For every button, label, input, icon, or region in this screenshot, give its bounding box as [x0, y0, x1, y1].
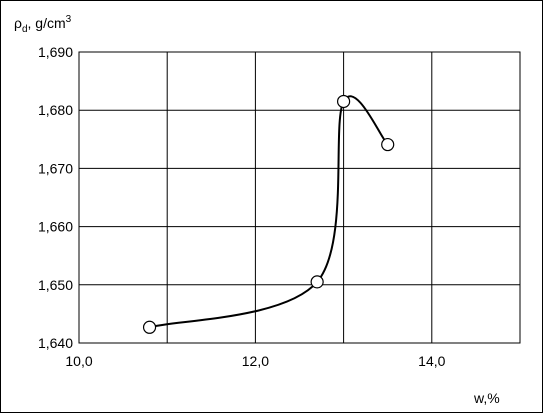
- plot-area: [78, 51, 521, 344]
- series: [142, 94, 395, 334]
- y-tick-label: 1,690: [38, 44, 73, 60]
- data-point: [142, 320, 157, 334]
- data-point: [337, 94, 351, 109]
- data-point: [310, 275, 324, 289]
- y-axis-label: ρd, g/cm3: [14, 14, 72, 35]
- y-axis-label-unit: , g/cm: [28, 15, 66, 31]
- x-tick-label: 10,0: [65, 353, 92, 369]
- y-tick-label: 1,650: [38, 277, 73, 293]
- tick-labels: 1,640 1,650 1,660 1,670 1,680 1,690 10,0 12,0 14…: [38, 44, 446, 369]
- y-tick-label: 1,680: [38, 102, 73, 118]
- y-tick-label: 1,640: [38, 335, 73, 351]
- y-tick-label: 1,660: [38, 219, 73, 235]
- y-tick-label: 1,670: [38, 160, 73, 176]
- y-axis-label-subscript: d: [22, 24, 28, 35]
- data-point: [381, 137, 395, 152]
- y-axis-label-symbol: ρ: [14, 15, 22, 31]
- series-line: [149, 95, 389, 329]
- x-axis-label: w,%: [473, 390, 500, 406]
- y-axis-label-superscript: 3: [66, 14, 72, 25]
- x-tick-label: 14,0: [418, 353, 445, 369]
- x-tick-label: 12,0: [242, 353, 269, 369]
